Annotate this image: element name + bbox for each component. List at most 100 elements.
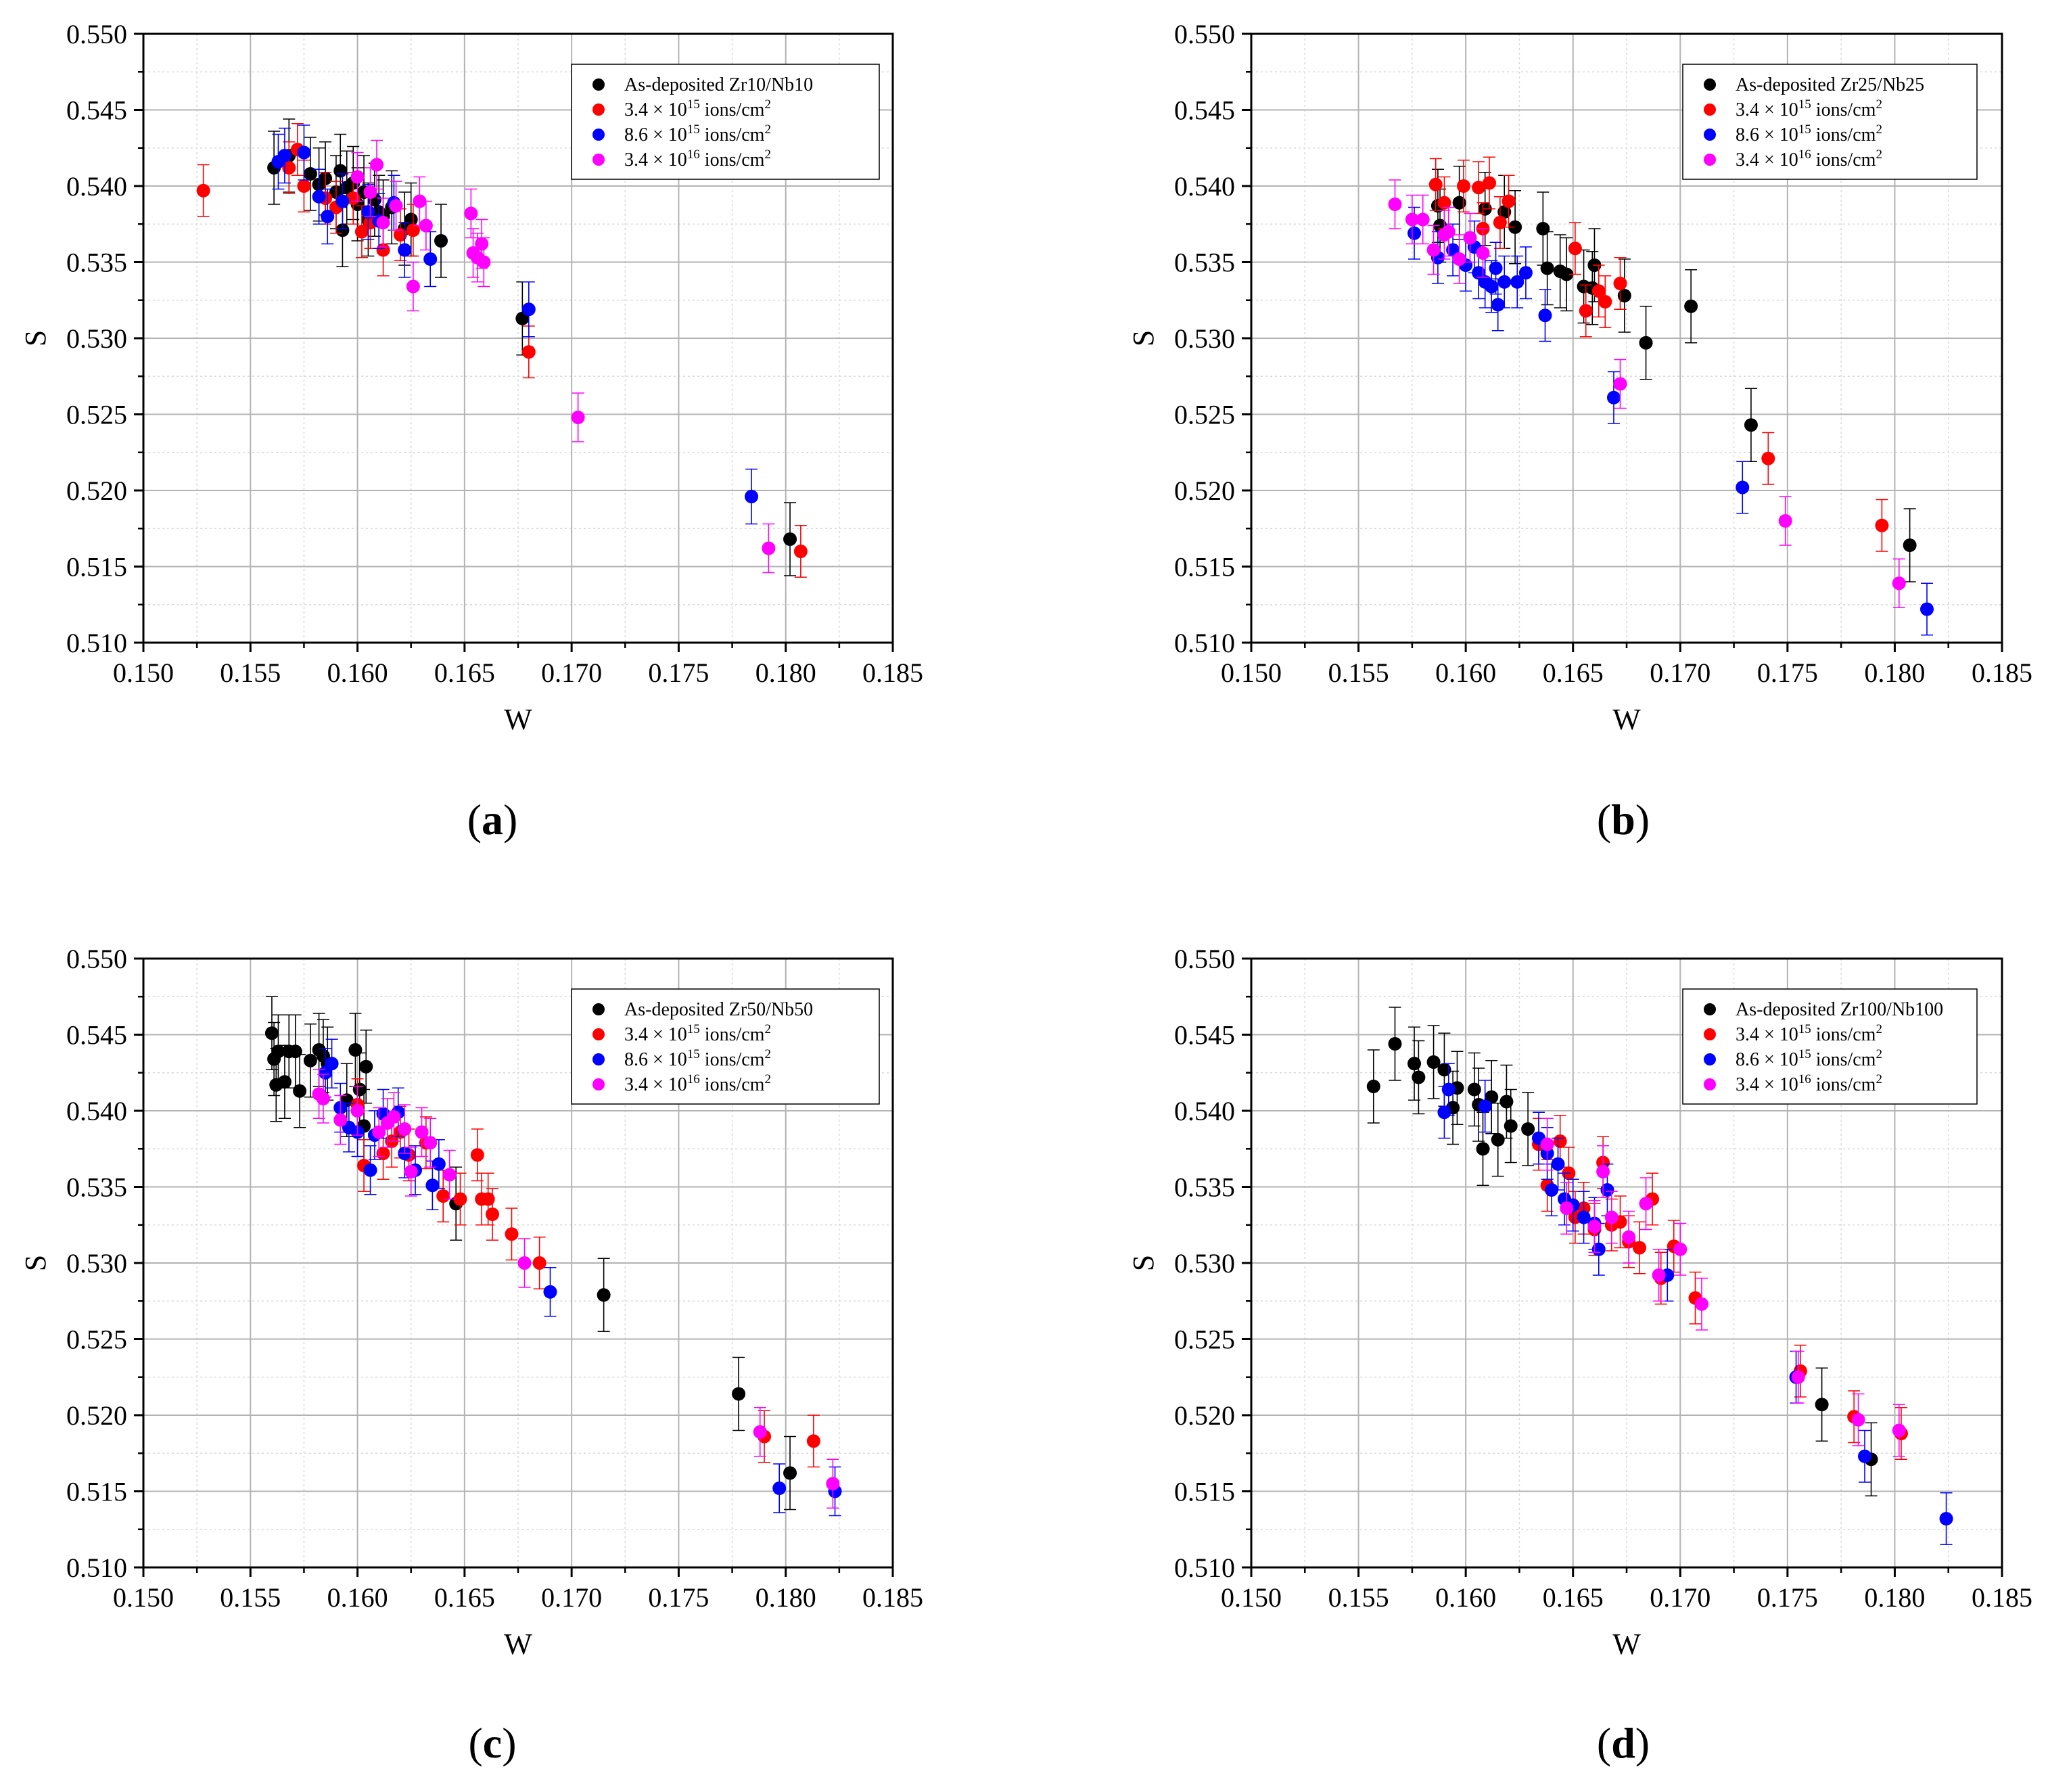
data-point	[1598, 295, 1612, 308]
y-tick-label: 0.510	[1174, 628, 1235, 658]
x-tick-label: 0.160	[327, 658, 388, 688]
data-point	[1652, 1268, 1666, 1282]
data-point	[745, 490, 759, 503]
x-tick-label: 0.165	[434, 1582, 495, 1613]
y-tick-label: 0.545	[1174, 95, 1235, 126]
data-point	[1467, 1082, 1481, 1097]
data-point	[1695, 1297, 1708, 1311]
data-point	[1426, 1055, 1441, 1069]
x-tick-label: 0.165	[1543, 658, 1604, 688]
y-tick-label: 0.535	[66, 1172, 127, 1203]
data-point	[597, 1288, 611, 1302]
data-point	[793, 545, 808, 558]
data-point	[376, 216, 390, 229]
data-point	[762, 541, 776, 555]
x-tick-label: 0.170	[1650, 658, 1710, 688]
data-point	[423, 252, 438, 266]
legend-marker	[1704, 129, 1716, 141]
data-point	[1437, 196, 1451, 210]
legend-entry: 3.4 × 1016 ions/cm2	[624, 147, 771, 170]
x-tick-label: 0.175	[648, 1582, 709, 1613]
data-point	[1452, 252, 1466, 266]
data-point	[1606, 390, 1621, 405]
x-tick-label: 0.155	[220, 658, 281, 688]
legend-box	[1682, 64, 1978, 180]
series-2	[319, 1038, 842, 1517]
y-tick-label: 0.515	[66, 1477, 127, 1507]
chart-panel-b: 0.150 0.155 0.160 0.165 0.170 0.175 0.180 0.185…	[1127, 19, 2032, 844]
data-point	[363, 185, 377, 199]
series-1	[196, 122, 808, 578]
y-tick-label: 0.550	[1174, 19, 1235, 49]
legend-box	[1682, 988, 1978, 1105]
data-point	[398, 1122, 412, 1136]
y-tick-label: 0.550	[66, 944, 127, 974]
data-point	[361, 205, 375, 219]
series-3	[312, 1069, 840, 1509]
y-tick-label: 0.530	[66, 1248, 127, 1279]
legend-entry: 3.4 × 1015 ions/cm2	[1736, 97, 1882, 120]
x-tick-label: 0.160	[327, 1582, 388, 1613]
y-axis-label: S	[19, 330, 52, 346]
y-tick-label: 0.515	[66, 552, 127, 582]
data-point	[1518, 266, 1533, 280]
series-3	[1540, 1118, 1906, 1457]
data-point	[419, 219, 433, 233]
y-tick-label: 0.525	[1174, 1325, 1235, 1355]
y-tick-label: 0.530	[1174, 1248, 1235, 1279]
data-point	[350, 1104, 365, 1118]
data-point	[1510, 275, 1525, 289]
data-point	[1920, 602, 1934, 616]
legend-entry: As-deposited Zr25/Nb25	[1736, 74, 1924, 95]
data-point	[464, 206, 478, 221]
y-tick-label: 0.520	[66, 1400, 127, 1431]
data-point	[1778, 514, 1792, 528]
data-point	[1508, 220, 1522, 234]
legend-marker	[592, 129, 605, 141]
data-point	[486, 1208, 500, 1221]
x-tick-label: 0.150	[113, 1582, 174, 1613]
legend-marker	[592, 1003, 605, 1015]
legend-entry: 3.4 × 1016 ions/cm2	[1736, 147, 1882, 170]
y-tick-label: 0.525	[66, 1325, 127, 1355]
y-tick-label: 0.545	[1174, 1020, 1235, 1051]
legend-entry: As-deposited Zr10/Nb10	[624, 74, 813, 95]
data-point	[1540, 1137, 1554, 1151]
data-point	[806, 1434, 820, 1448]
series-0	[1366, 1007, 1878, 1497]
data-point	[1476, 1142, 1490, 1156]
legend-box	[571, 988, 880, 1105]
data-point	[282, 161, 296, 175]
x-tick-label: 0.170	[541, 1582, 602, 1613]
data-point	[271, 1044, 285, 1059]
x-tick-label: 0.185	[1972, 1582, 2032, 1613]
data-point	[783, 1466, 797, 1480]
data-point	[335, 194, 350, 208]
chart-panel-c: 0.150 0.155 0.160 0.165 0.170 0.175 0.180 0.185…	[19, 944, 923, 1767]
x-tick-label: 0.170	[1650, 1582, 1710, 1613]
x-tick-label: 0.185	[862, 1582, 923, 1613]
legend-marker	[592, 154, 605, 166]
y-tick-label: 0.535	[1174, 248, 1235, 278]
data-point	[1499, 1095, 1514, 1109]
data-point	[1407, 226, 1422, 240]
x-tick-label: 0.155	[220, 1582, 281, 1613]
data-point	[350, 170, 365, 184]
y-tick-label: 0.540	[1174, 1096, 1235, 1126]
data-point	[1485, 279, 1499, 294]
data-point	[1604, 1210, 1619, 1224]
y-tick-label: 0.515	[1174, 552, 1235, 582]
data-point	[1939, 1512, 1953, 1525]
legend-entry: As-deposited Zr50/Nb50	[624, 999, 813, 1020]
data-point	[1892, 1423, 1906, 1438]
data-point	[732, 1387, 746, 1401]
legend-marker	[1704, 1078, 1716, 1090]
legend-entry: 8.6 × 1015 ions/cm2	[624, 122, 771, 145]
data-point	[1538, 308, 1552, 323]
x-tick-label: 0.150	[1221, 1582, 1282, 1613]
x-axis-label: W	[504, 1628, 532, 1661]
y-tick-label: 0.535	[66, 248, 127, 278]
y-tick-label: 0.550	[1174, 944, 1235, 974]
